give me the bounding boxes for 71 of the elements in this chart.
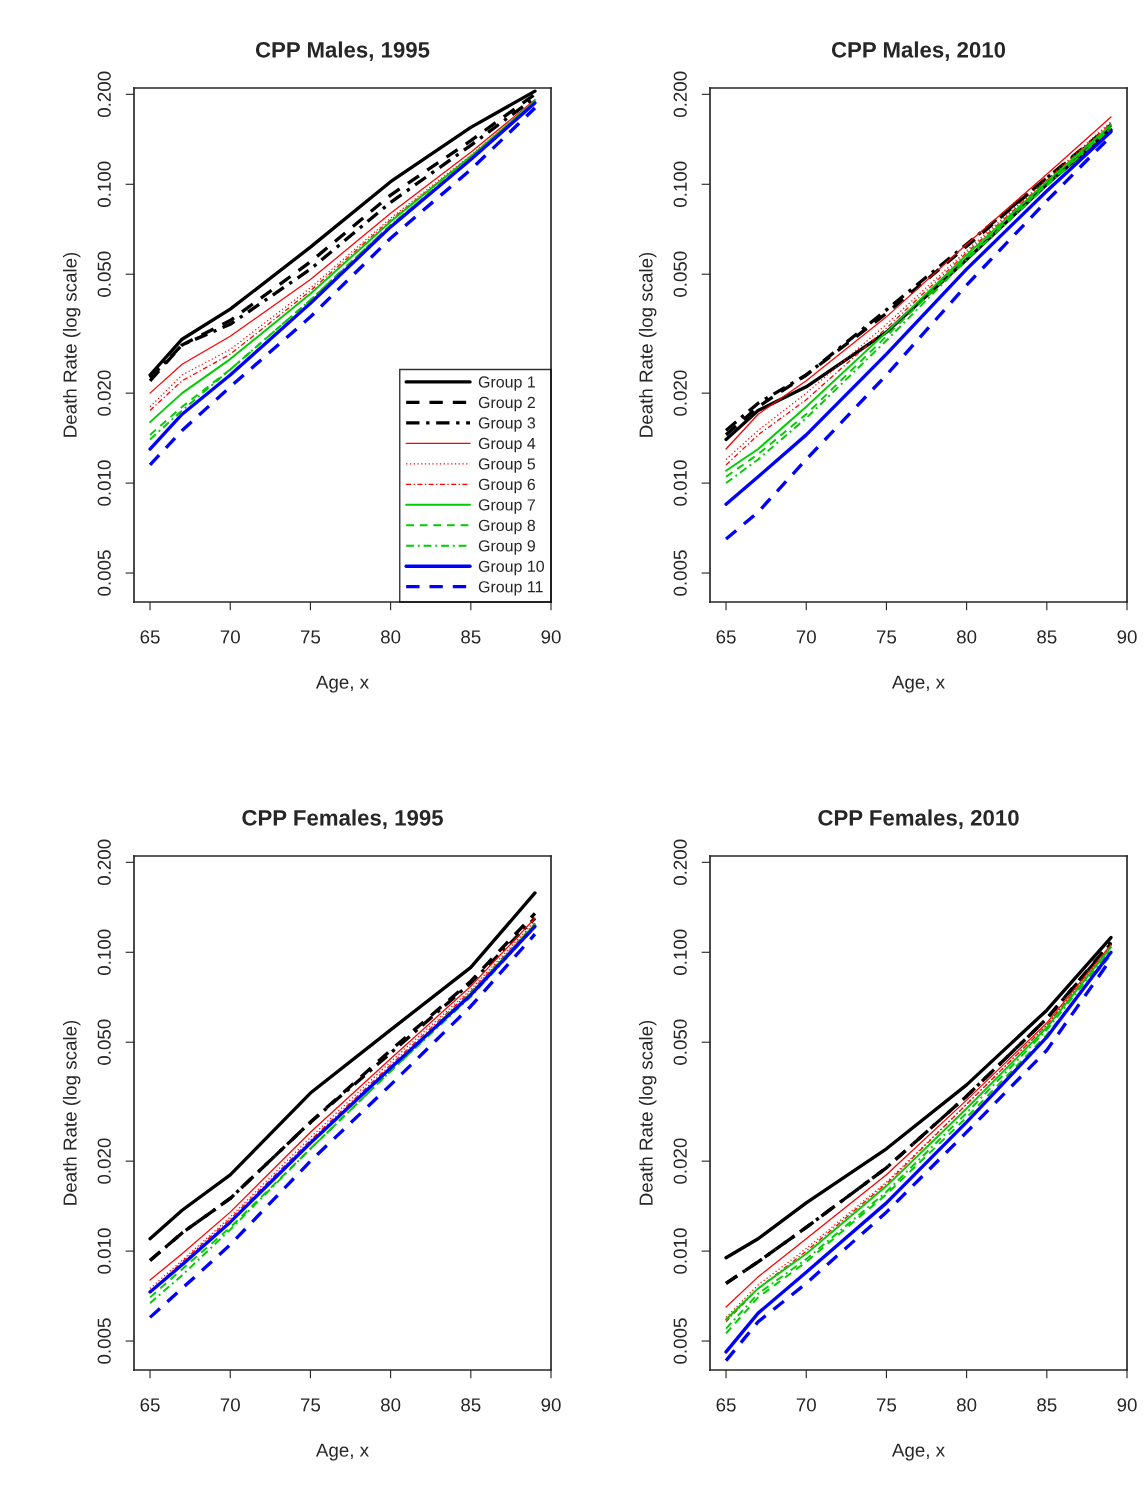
x-tick-label: 75 bbox=[876, 1398, 897, 1412]
x-tick-label: 90 bbox=[1117, 1398, 1137, 1412]
x-tick-label: 85 bbox=[1037, 630, 1057, 644]
legend-label: Group 4 bbox=[478, 437, 536, 453]
y-tick-label: 0.100 bbox=[97, 161, 111, 208]
y-tick-label: 0.020 bbox=[97, 1138, 111, 1184]
y-tick-label: 0.005 bbox=[97, 1318, 111, 1364]
legend-label: Group 7 bbox=[478, 499, 535, 514]
legend-label: Group 5 bbox=[478, 458, 536, 473]
y-tick-label: 0.100 bbox=[97, 929, 111, 976]
x-tick-label: 65 bbox=[140, 630, 160, 644]
legend-label: Group 3 bbox=[478, 417, 536, 432]
x-tick-label: 65 bbox=[716, 1398, 736, 1412]
x-tick-label: 90 bbox=[541, 1398, 561, 1412]
y-tick-label: 0.050 bbox=[673, 1019, 687, 1065]
x-axis-title: Age, x bbox=[315, 675, 369, 693]
y-tick-label: 0.100 bbox=[673, 161, 687, 208]
y-tick-label: 0.050 bbox=[97, 251, 111, 297]
y-tick-label: 0.020 bbox=[673, 1138, 687, 1184]
chart-title: CPP Females, 1995 bbox=[242, 809, 443, 829]
y-tick-label: 0.010 bbox=[97, 460, 111, 506]
y-tick-label: 0.005 bbox=[673, 550, 687, 596]
y-tick-label: 0.200 bbox=[673, 839, 687, 886]
x-tick-label: 80 bbox=[957, 630, 977, 644]
legend-label: Group 8 bbox=[478, 519, 536, 535]
x-tick-label: 90 bbox=[541, 630, 561, 644]
chart-title: CPP Males, 1995 bbox=[255, 41, 430, 61]
x-tick-label: 80 bbox=[381, 1398, 401, 1412]
x-tick-label: 65 bbox=[716, 630, 736, 644]
chart-title: CPP Males, 2010 bbox=[831, 41, 1006, 61]
x-axis-title: Age, x bbox=[891, 675, 945, 693]
x-tick-label: 85 bbox=[1037, 1398, 1057, 1412]
y-tick-label: 0.200 bbox=[97, 71, 111, 118]
x-tick-label: 80 bbox=[381, 630, 401, 644]
x-tick-label: 80 bbox=[957, 1398, 977, 1412]
y-axis-title: Death Rate (log scale) bbox=[62, 1020, 81, 1205]
y-tick-label: 0.010 bbox=[97, 1228, 111, 1274]
legend-label: Group 2 bbox=[478, 396, 535, 412]
y-tick-label: 0.005 bbox=[673, 1318, 687, 1364]
legend-label: Group 1 bbox=[478, 376, 535, 391]
y-tick-label: 0.020 bbox=[97, 370, 111, 416]
x-tick-label: 75 bbox=[300, 630, 321, 644]
y-tick-label: 0.010 bbox=[673, 460, 687, 506]
x-tick-label: 75 bbox=[300, 1398, 321, 1412]
y-tick-label: 0.100 bbox=[673, 929, 687, 976]
legend-label: Group 6 bbox=[478, 478, 536, 494]
x-tick-label: 65 bbox=[140, 1398, 160, 1412]
x-tick-label: 75 bbox=[876, 630, 897, 644]
chart-title: CPP Females, 2010 bbox=[818, 809, 1019, 829]
y-axis-title: Death Rate (log scale) bbox=[638, 252, 657, 437]
x-tick-label: 70 bbox=[796, 1398, 816, 1412]
y-tick-label: 0.005 bbox=[97, 550, 111, 596]
x-tick-label: 70 bbox=[220, 630, 240, 644]
x-tick-label: 85 bbox=[461, 630, 481, 644]
y-axis-title: Death Rate (log scale) bbox=[62, 252, 81, 437]
x-tick-label: 70 bbox=[796, 630, 816, 644]
y-tick-label: 0.050 bbox=[673, 251, 687, 297]
x-axis-title: Age, x bbox=[315, 1443, 369, 1461]
legend-label: Group 11 bbox=[478, 581, 543, 596]
y-tick-label: 0.050 bbox=[97, 1019, 111, 1065]
legend-label: Group 10 bbox=[478, 560, 544, 576]
x-tick-label: 85 bbox=[461, 1398, 481, 1412]
x-tick-label: 90 bbox=[1117, 630, 1137, 644]
y-tick-label: 0.020 bbox=[673, 370, 687, 416]
y-tick-label: 0.010 bbox=[673, 1228, 687, 1274]
x-tick-label: 70 bbox=[220, 1398, 240, 1412]
y-tick-label: 0.200 bbox=[97, 839, 111, 886]
y-axis-title: Death Rate (log scale) bbox=[638, 1020, 657, 1205]
legend-label: Group 9 bbox=[478, 540, 535, 555]
y-tick-label: 0.200 bbox=[673, 71, 687, 118]
x-axis-title: Age, x bbox=[891, 1443, 945, 1461]
